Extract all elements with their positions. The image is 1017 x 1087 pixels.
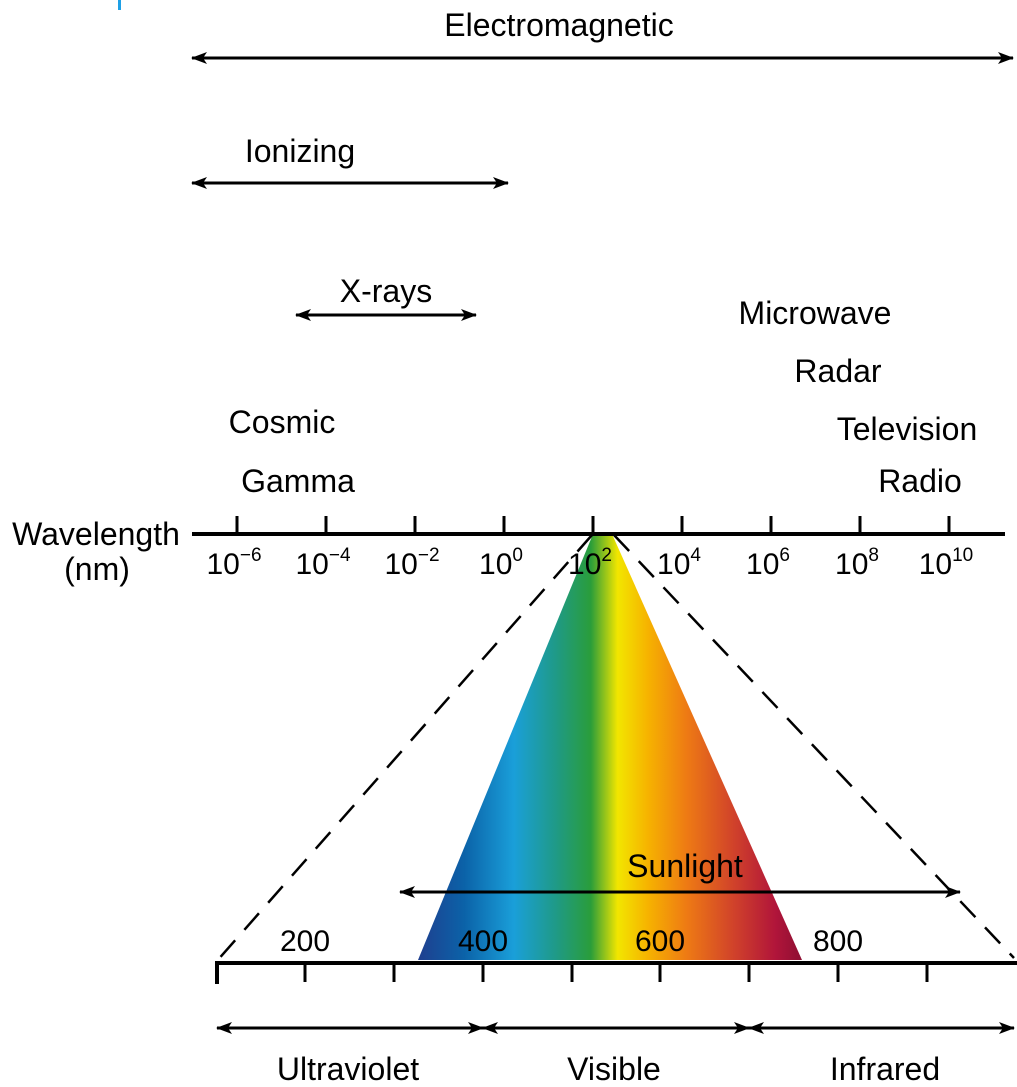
radio-label: Radio <box>878 463 962 499</box>
visible-label: Visible <box>567 1051 661 1087</box>
log-axis-tick-label: 100 <box>479 545 523 581</box>
ultraviolet-label: Ultraviolet <box>277 1051 419 1087</box>
xrays-label: X-rays <box>340 273 432 309</box>
log-axis-tick-label: 1010 <box>919 545 974 581</box>
cosmic-label: Cosmic <box>229 404 336 440</box>
log-axis-ticks: 10−6 10−4 10−2 100 102 104 106 108 1010 <box>206 516 973 581</box>
linear-axis-ticks: 200 400 600 800 <box>280 925 929 982</box>
sunlight-label: Sunlight <box>627 848 743 884</box>
wavelength-axis-unit: (nm) <box>64 551 130 587</box>
log-axis-tick-label: 10−2 <box>384 545 439 581</box>
log-axis-tick-label: 108 <box>835 545 879 581</box>
log-axis-tick-label: 104 <box>657 545 701 581</box>
gamma-label: Gamma <box>241 463 355 499</box>
radar-label: Radar <box>794 353 882 389</box>
microwave-label: Microwave <box>739 295 892 331</box>
linear-axis-tick-label: 200 <box>280 925 330 958</box>
log-axis-tick-label: 106 <box>746 545 790 581</box>
log-axis-tick-label: 102 <box>568 545 612 581</box>
visible-spectrum-fan <box>418 534 802 960</box>
infrared-label: Infrared <box>830 1051 940 1087</box>
television-label: Television <box>837 411 978 447</box>
linear-axis-tick-label: 400 <box>458 925 508 958</box>
log-axis-tick-label: 10−6 <box>206 545 261 581</box>
linear-axis-tick-label: 600 <box>635 925 685 958</box>
ionizing-label: Ionizing <box>245 133 355 169</box>
projection-line-left <box>215 534 593 963</box>
linear-axis-tick-label: 800 <box>813 925 863 958</box>
electromagnetic-label: Electromagnetic <box>444 7 673 43</box>
wavelength-axis-title: Wavelength <box>12 516 180 552</box>
log-axis-tick-label: 10−4 <box>295 545 350 581</box>
corner-accent-mark <box>118 0 121 10</box>
